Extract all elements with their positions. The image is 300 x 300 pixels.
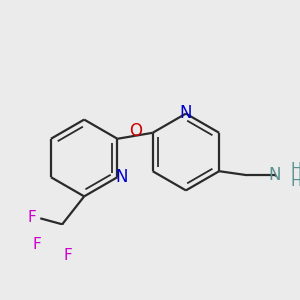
Text: F: F xyxy=(64,248,73,263)
Text: H: H xyxy=(290,162,300,177)
Text: F: F xyxy=(33,237,42,252)
Text: N: N xyxy=(115,168,128,186)
Text: H: H xyxy=(290,174,300,189)
Text: F: F xyxy=(28,210,37,225)
Text: O: O xyxy=(130,122,142,140)
Text: N: N xyxy=(269,166,281,184)
Text: N: N xyxy=(180,103,192,122)
